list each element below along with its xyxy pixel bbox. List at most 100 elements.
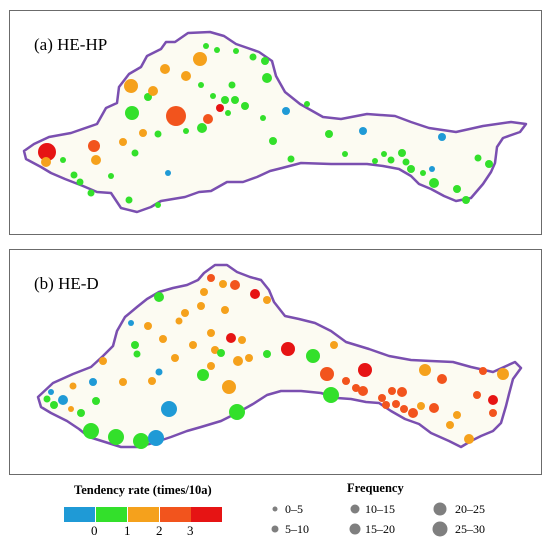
station-marker (38, 143, 56, 161)
station-marker (342, 377, 350, 385)
panel-b-he-d: (b) HE-D (9, 249, 542, 475)
station-marker (261, 57, 269, 65)
station-marker (70, 171, 78, 179)
frequency-size-label-10-15: 10–15 (365, 502, 395, 516)
station-marker (88, 140, 100, 152)
station-marker (262, 73, 272, 83)
frequency-size-marker-3 (349, 523, 361, 535)
station-marker (189, 341, 197, 349)
station-marker (165, 170, 171, 176)
station-marker (400, 405, 408, 413)
station-marker (183, 128, 189, 134)
station-marker (429, 403, 439, 413)
station-marker (392, 400, 400, 408)
station-marker (417, 402, 425, 410)
station-marker (144, 322, 152, 330)
station-marker (131, 149, 139, 157)
station-marker (438, 133, 446, 141)
station-marker (166, 106, 186, 126)
station-marker (453, 185, 461, 193)
station-marker (139, 129, 147, 137)
station-marker (43, 395, 51, 403)
station-marker (89, 378, 97, 386)
station-marker (155, 202, 161, 208)
station-marker (281, 342, 295, 356)
station-marker (210, 93, 216, 99)
frequency-size-marker-1 (271, 525, 279, 533)
map-b-svg (36, 263, 523, 449)
station-marker (148, 430, 164, 446)
station-marker (453, 411, 461, 419)
station-marker (181, 71, 191, 81)
station-marker (58, 395, 68, 405)
station-marker (398, 149, 406, 157)
station-marker (175, 317, 183, 325)
station-marker (323, 387, 339, 403)
station-marker (429, 178, 439, 188)
station-marker (217, 349, 225, 357)
panel-a-he-hp: (a) HE-HP (9, 10, 542, 235)
station-marker (148, 86, 158, 96)
station-marker (250, 289, 260, 299)
station-marker (159, 335, 167, 343)
station-marker (161, 401, 177, 417)
station-marker (60, 157, 66, 163)
station-marker (124, 79, 138, 93)
frequency-size-marker-4 (433, 502, 447, 516)
station-marker (207, 274, 215, 282)
station-marker (133, 433, 149, 449)
station-marker (429, 166, 435, 172)
region-boundary (36, 263, 523, 449)
station-marker (358, 363, 372, 377)
frequency-size-marker-0 (272, 506, 278, 512)
station-marker (342, 151, 348, 157)
station-marker (378, 394, 386, 402)
station-marker (125, 106, 139, 120)
station-marker (358, 386, 368, 396)
station-marker (160, 64, 170, 74)
station-marker (87, 189, 95, 197)
station-marker (437, 374, 447, 384)
station-marker (269, 137, 277, 145)
station-marker (221, 306, 229, 314)
station-marker (263, 296, 271, 304)
station-marker (108, 173, 114, 179)
station-marker (207, 362, 215, 370)
station-marker (372, 158, 378, 164)
station-marker (397, 387, 407, 397)
station-marker (462, 196, 470, 204)
tendency-tick-0: 0 (91, 523, 98, 538)
station-marker (128, 320, 134, 326)
station-marker (474, 154, 482, 162)
station-marker (304, 101, 310, 107)
station-marker (155, 368, 163, 376)
station-marker (446, 421, 454, 429)
frequency-size-label-20-25: 20–25 (455, 502, 485, 516)
station-marker (359, 127, 367, 135)
station-marker (382, 401, 390, 409)
station-marker (197, 302, 205, 310)
map-a-svg (22, 30, 528, 214)
station-marker (222, 380, 236, 394)
station-marker (238, 336, 246, 344)
station-marker (119, 378, 127, 386)
station-marker (50, 401, 58, 409)
colorbar-segment-orange (128, 507, 159, 522)
station-marker (207, 329, 215, 337)
region-boundary (22, 30, 528, 214)
station-marker (287, 155, 295, 163)
station-marker (133, 350, 141, 358)
station-marker (154, 292, 164, 302)
station-marker (485, 160, 493, 168)
station-marker (408, 408, 418, 418)
station-marker (388, 387, 396, 395)
station-marker (381, 151, 387, 157)
station-marker (282, 107, 290, 115)
frequency-legend-title: Frequency (347, 481, 404, 495)
colorbar-segment-red (191, 507, 222, 522)
station-marker (131, 341, 139, 349)
station-marker (48, 389, 54, 395)
colorbar-segment-green (96, 507, 127, 522)
frequency-size-label-25-30: 25–30 (455, 522, 485, 536)
station-marker (76, 178, 84, 186)
